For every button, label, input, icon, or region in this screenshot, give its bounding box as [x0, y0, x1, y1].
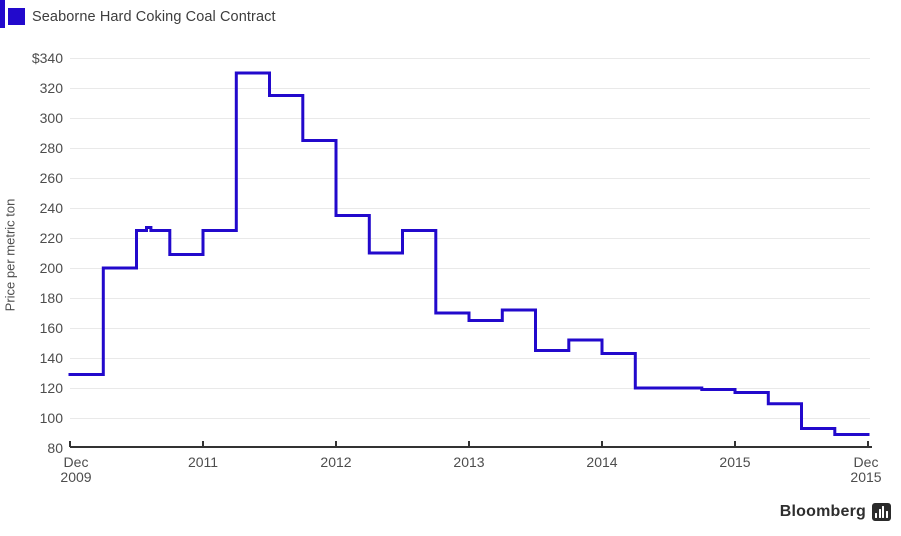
x-tick	[601, 441, 603, 447]
price-step-line	[68, 71, 870, 436]
gridline	[70, 237, 870, 239]
gridline	[70, 87, 870, 89]
legend-label: Seaborne Hard Coking Coal Contract	[32, 8, 276, 25]
gridline	[70, 207, 870, 209]
x-tick-label: Dec 2015	[850, 454, 882, 485]
gridline	[70, 327, 870, 329]
x-tick	[468, 441, 470, 447]
y-tick-label: 120	[39, 380, 63, 396]
y-tick-label: 160	[39, 320, 63, 336]
footer-branding: Bloomberg	[780, 503, 891, 521]
x-tick	[202, 441, 204, 447]
x-tick-label: Dec 2009	[60, 454, 92, 485]
y-tick-label: 320	[39, 80, 63, 96]
logo-bar	[875, 513, 878, 518]
x-tick-label: 2013	[453, 454, 485, 470]
y-tick-label: $340	[31, 50, 63, 66]
y-tick-label: 200	[39, 260, 63, 276]
y-tick-label: 80	[47, 440, 63, 456]
x-tick-label: 2012	[320, 454, 352, 470]
y-tick-label: 180	[39, 290, 63, 306]
price-chart: Price per metric ton $340 320 300 280 260 240…	[3, 50, 882, 485]
logo-bar	[882, 506, 885, 518]
x-tick	[734, 441, 736, 447]
gridline	[70, 117, 870, 119]
gridline	[70, 57, 870, 59]
step-line-series-svg	[68, 71, 870, 436]
gridline	[70, 357, 870, 359]
y-tick-label: 220	[39, 230, 63, 246]
logo-bar	[878, 509, 881, 518]
x-tick	[335, 441, 337, 447]
gridline	[70, 177, 870, 179]
y-tick-label: 300	[39, 110, 63, 126]
legend-swatch	[8, 8, 25, 25]
gridline	[70, 147, 870, 149]
x-tick	[69, 441, 71, 447]
edge-artifact-stripe	[0, 0, 5, 28]
gridline	[70, 417, 870, 419]
y-tick-label: 260	[39, 170, 63, 186]
x-tick	[867, 441, 869, 447]
legend: Seaborne Hard Coking Coal Contract	[8, 8, 276, 25]
x-tick-label: 2014	[586, 454, 618, 470]
y-tick-label: 140	[39, 350, 63, 366]
gridline	[70, 387, 870, 389]
y-tick-label: 100	[39, 410, 63, 426]
x-tick-label: 2011	[187, 454, 219, 470]
x-tick-label: 2015	[719, 454, 751, 470]
y-tick-label: 280	[39, 140, 63, 156]
bloomberg-wordmark: Bloomberg	[779, 503, 866, 520]
y-tick-label: 240	[39, 200, 63, 216]
gridline	[70, 297, 870, 299]
gridline	[70, 267, 870, 269]
logo-bar	[885, 511, 888, 518]
bloomberg-logo-icon	[872, 503, 891, 521]
x-axis-line	[70, 446, 872, 448]
